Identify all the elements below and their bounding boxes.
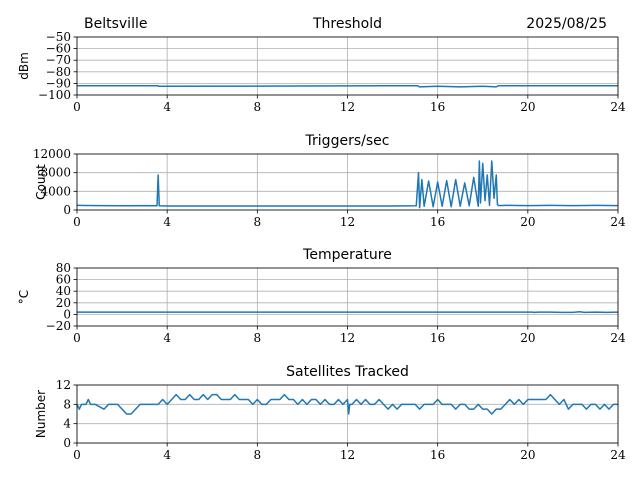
panel-1-ylabel: dBm <box>17 52 31 80</box>
panel-3-ylabel: °C <box>17 290 31 304</box>
panel-3-xtick-label: 24 <box>610 331 626 345</box>
panel-2-ytick-label: 4000 <box>40 184 71 198</box>
panel-2-xtick-label: 0 <box>73 215 81 229</box>
panel-3-ytick-label: 60 <box>56 273 71 287</box>
panel-1-title: Threshold <box>312 16 382 32</box>
location-label: Beltsville <box>84 16 147 32</box>
panel-2-xtick-label: 20 <box>520 215 535 229</box>
panel-4-xtick-label: 0 <box>73 448 81 462</box>
panel-4-ytick-label: 12 <box>56 378 71 392</box>
panel-1-series-line <box>77 84 618 88</box>
panel-3-xtick-label: 12 <box>340 331 355 345</box>
panel-2-ylabel: Count <box>34 164 48 200</box>
panel-4-xtick-label: 4 <box>163 448 171 462</box>
panel-1-xtick-label: 12 <box>340 100 355 114</box>
panel-1-xtick-label: 4 <box>163 100 171 114</box>
panel-1-ytick-label: −50 <box>46 30 71 44</box>
panel-3-ytick-label: −20 <box>46 319 71 333</box>
panel-4-title: Satellites Tracked <box>286 364 409 380</box>
panel-4-ylabel: Number <box>34 390 48 438</box>
panel-1-ytick-label: −100 <box>38 88 71 102</box>
panel-1-xtick-label: 0 <box>73 100 81 114</box>
panel-3-ytick-label: 20 <box>56 296 71 310</box>
panel-2-ytick-label: 0 <box>63 203 71 217</box>
panel-4-series-line <box>76 393 618 415</box>
panel-4-xtick-label: 8 <box>254 448 262 462</box>
panel-2-ytick-label: 12000 <box>33 147 71 161</box>
panel-3-series-line <box>77 311 619 314</box>
panel-4-ytick-label: 4 <box>63 417 71 431</box>
panel-3-ytick-label: 80 <box>56 261 71 275</box>
date-label: 2025/08/25 <box>526 16 607 32</box>
panel-4-ytick-label: 0 <box>63 436 71 450</box>
panel-2-xtick-label: 16 <box>430 215 445 229</box>
panel-4-xtick-label: 16 <box>430 448 445 462</box>
panel-2-xtick-label: 8 <box>254 215 262 229</box>
panel-1-xtick-label: 16 <box>430 100 445 114</box>
panel-1-ytick-label: −80 <box>46 65 71 79</box>
panel-4-ytick-label: 8 <box>63 397 71 411</box>
panel-2-series-line <box>76 160 619 209</box>
panel-1-xtick-label: 20 <box>520 100 535 114</box>
panel-1-xtick-label: 8 <box>254 100 262 114</box>
panel-2-ytick-label: 8000 <box>40 166 71 180</box>
panel-1-ytick-label: −60 <box>46 42 71 56</box>
panel-4-xtick-label: 24 <box>610 448 626 462</box>
panel-3-title: Temperature <box>302 247 392 263</box>
panel-3-xtick-label: 8 <box>254 331 262 345</box>
panel-1-ytick-label: −70 <box>46 53 71 67</box>
panel-3-xtick-label: 20 <box>520 331 535 345</box>
panel-3-ytick-label: 0 <box>63 307 71 321</box>
panel-3-xtick-label: 4 <box>163 331 171 345</box>
panel-1-xtick-label: 24 <box>610 100 626 114</box>
panel-4-xtick-label: 12 <box>340 448 355 462</box>
panel-3-ytick-label: 40 <box>56 284 71 298</box>
panel-4-xtick-label: 20 <box>520 448 535 462</box>
panel-2-xtick-label: 12 <box>340 215 355 229</box>
panel-2-title: Triggers/sec <box>305 133 390 149</box>
panel-2-xtick-label: 4 <box>163 215 171 229</box>
panel-1-ytick-label: −90 <box>46 76 71 90</box>
panel-2-xtick-label: 24 <box>610 215 626 229</box>
panel-3-xtick-label: 0 <box>73 331 81 345</box>
panel-3-xtick-label: 16 <box>430 331 445 345</box>
